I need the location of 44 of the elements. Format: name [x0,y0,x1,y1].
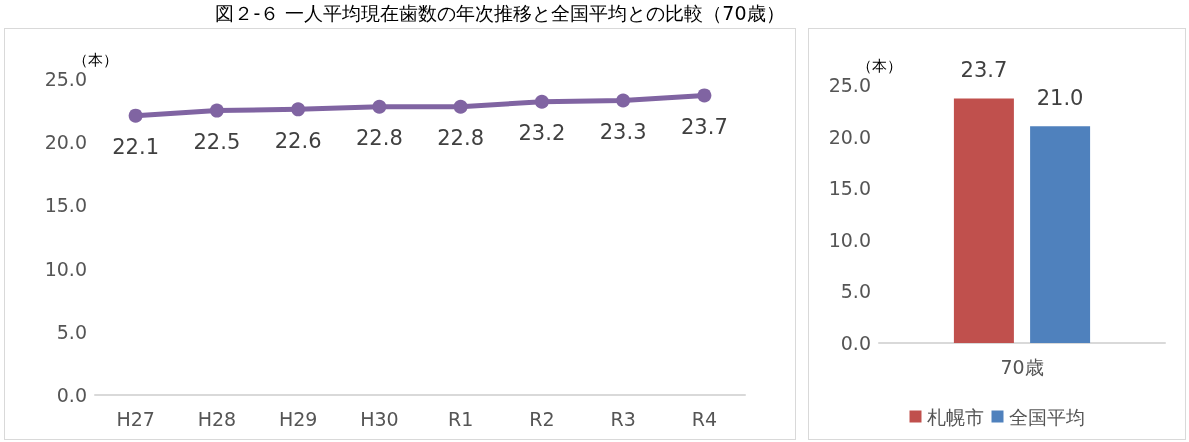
point [372,99,387,114]
data-label: 23.3 [599,119,647,144]
point [616,93,631,108]
x-tick-label: H28 [197,407,237,430]
y-tick-label: 25.0 [44,68,87,90]
point [209,103,224,118]
data-label: 23.7 [960,57,1008,82]
data-label: 23.7 [680,114,728,139]
y-tick-label: 15.0 [44,194,87,217]
x-tick-label: H30 [360,407,399,430]
point [697,88,712,103]
y-axis-title: （本） [856,56,902,75]
y-tick-label: 5.0 [56,320,87,343]
x-tick-label: H27 [116,407,155,430]
y-axis-title: （本） [72,50,118,69]
y-tick-label: 20.0 [828,125,871,148]
data-label: 21.0 [1036,85,1084,110]
legend-label: 札幌市 [926,405,984,428]
y-tick-label: 20.0 [44,131,87,154]
y-tick-label: 15.0 [828,177,871,200]
x-tick-label: R4 [691,407,718,430]
data-label: 22.1 [112,135,160,160]
data-label: 23.2 [518,121,566,146]
x-tick-label: H29 [278,407,318,430]
data-label: 22.8 [437,126,485,151]
y-tick-label: 5.0 [840,280,871,303]
legend-label: 全国平均 [1008,405,1085,428]
x-tick-label: R1 [447,407,474,430]
data-label: 22.6 [274,128,322,153]
point [453,99,468,114]
y-tick-label: 0.0 [840,332,871,354]
chart-title: 図２-６ 一人平均現在歯数の年次推移と全国平均との比較（70歳） [214,1,786,26]
point [128,108,143,123]
data-label: 22.8 [355,126,403,151]
y-tick-label: 10.0 [44,257,87,280]
y-tick-label: 25.0 [828,74,871,96]
data-label: 22.5 [193,130,241,155]
y-tick-label: 10.0 [828,228,871,251]
point [291,102,306,117]
point [534,94,549,109]
x-tick-label: 70歳 [1000,355,1044,378]
x-tick-label: R3 [610,407,636,430]
x-tick-label: R2 [529,407,555,430]
y-tick-label: 0.0 [56,384,87,406]
